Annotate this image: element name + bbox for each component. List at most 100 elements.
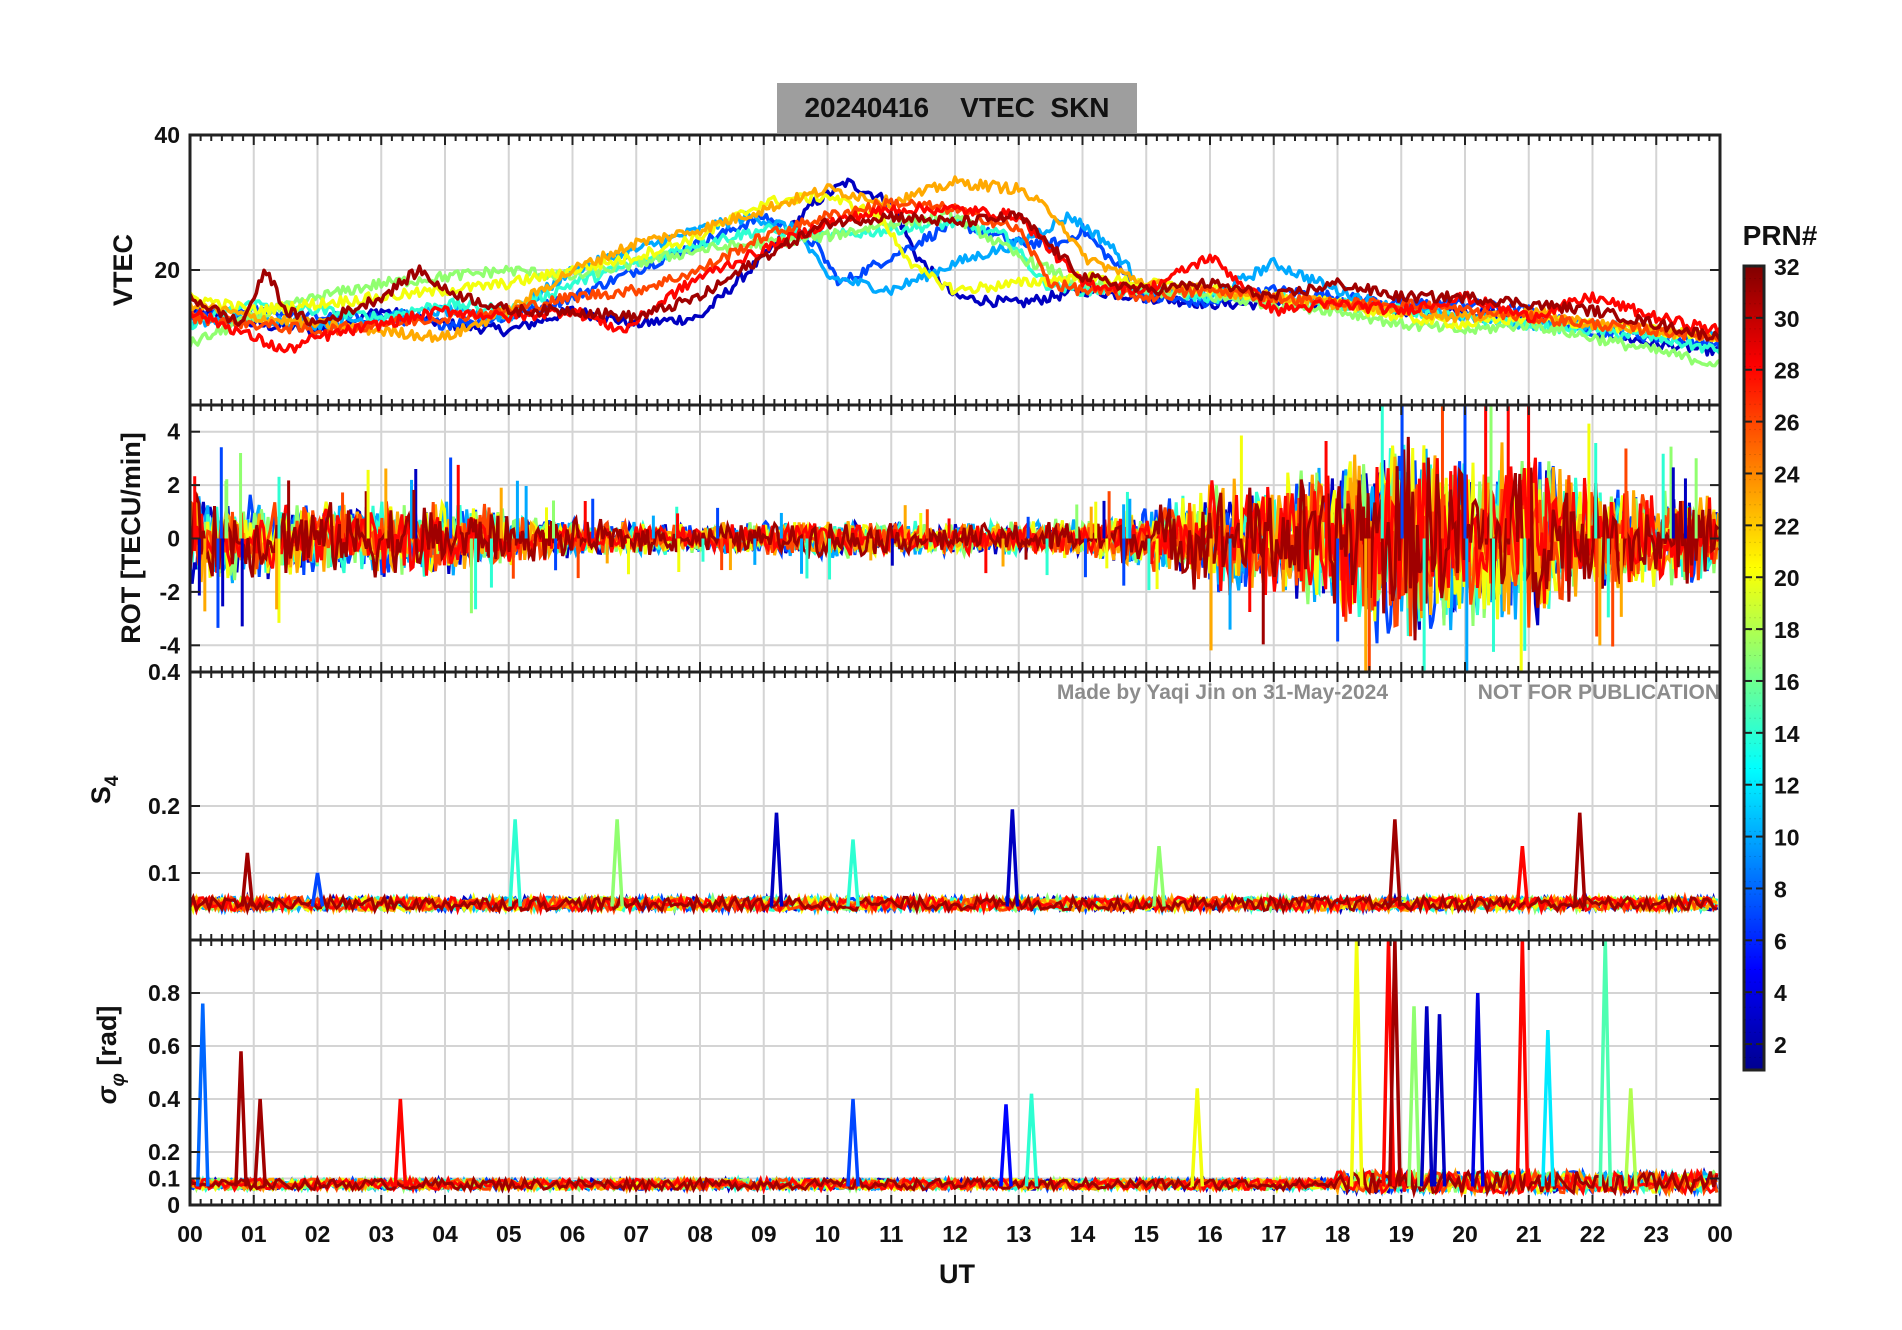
s4-spike-prn-14 bbox=[846, 839, 860, 907]
vtec-series-prn-17 bbox=[190, 209, 1720, 368]
vtec-series-prn-31 bbox=[190, 210, 1720, 342]
colorbar-label: PRN# bbox=[1743, 220, 1818, 251]
vtec-ytick-label: 40 bbox=[154, 122, 180, 148]
colorbar-tick-label: 22 bbox=[1774, 513, 1800, 539]
rot-panel: -4 -2 0 2 4 bbox=[160, 403, 1722, 674]
rot-ytick-label: 4 bbox=[167, 419, 180, 445]
sigma_phi-ytick-label: 0.6 bbox=[148, 1033, 180, 1059]
rot-ytick-label: 0 bbox=[167, 526, 180, 552]
x-tick-label: 14 bbox=[1070, 1221, 1096, 1247]
x-tick-label: 00 bbox=[1707, 1221, 1733, 1247]
colorbar-tick-label: 4 bbox=[1774, 980, 1787, 1006]
sigma-phi-panel: 00.10.2 0.4 0.6 0.8 bbox=[148, 938, 1722, 1218]
colorbar-tick-label: 26 bbox=[1774, 410, 1800, 436]
colorbar-tick-label: 32 bbox=[1774, 254, 1800, 280]
x-tick-label: 04 bbox=[432, 1221, 458, 1247]
rot-ytick-label: 2 bbox=[167, 472, 180, 498]
s4-spike-prn-3 bbox=[1005, 809, 1020, 907]
colorbar-tick-label: 12 bbox=[1774, 773, 1800, 799]
s4-spike-prn-31 bbox=[240, 852, 255, 907]
s4-spike-prn-3 bbox=[769, 812, 784, 907]
x-tick-label: 23 bbox=[1643, 1221, 1669, 1247]
x-tick-label: 10 bbox=[815, 1221, 841, 1247]
vtec-data bbox=[190, 175, 1720, 368]
s4-panel: 0.1 0.2 0.4 bbox=[148, 659, 1722, 942]
x-axis-label: UT bbox=[939, 1259, 975, 1289]
sigma_phi-spike-prn-12 bbox=[1541, 1030, 1555, 1187]
sigma_phi-spike-prn-20 bbox=[1349, 940, 1364, 1187]
sigma_phi-ytick-label: 0.1 bbox=[148, 1166, 180, 1192]
s4-spike-prn-31 bbox=[1388, 819, 1402, 907]
title-background bbox=[777, 83, 1137, 133]
x-tick-label: 01 bbox=[241, 1221, 267, 1247]
colorbar-tick-label: 28 bbox=[1774, 358, 1800, 384]
sigma_phi-spike-prn-28 bbox=[393, 1098, 408, 1187]
sigma_phi-grid bbox=[190, 940, 1720, 1205]
sigma_phi-spike-prn-31 bbox=[253, 1098, 267, 1187]
s4-series-prn-31 bbox=[190, 892, 1718, 916]
x-tick-label: 09 bbox=[751, 1221, 777, 1247]
s4-ytick-label: 0.2 bbox=[148, 793, 180, 819]
vtec-minor-ticks bbox=[189, 135, 1721, 405]
s4-spike-prn-17 bbox=[610, 819, 624, 907]
vtec-ylabel: VTEC bbox=[108, 234, 138, 306]
s4-data bbox=[190, 809, 1719, 917]
sigma_phi-spike-prn-17 bbox=[1407, 1006, 1421, 1187]
colorbar-tick-label: 6 bbox=[1774, 928, 1787, 954]
s4-spike-prn-14 bbox=[508, 819, 522, 907]
s4-spike-prn-28 bbox=[1515, 846, 1530, 907]
sigma_phi-series-prn-31 bbox=[190, 1167, 1719, 1199]
sigma_phi-spike-prn-8 bbox=[195, 1003, 210, 1187]
vtec-grid bbox=[190, 135, 1720, 405]
sigma_phi-spike-prn-5 bbox=[999, 1104, 1013, 1187]
title-box: 20240416 VTEC SKN bbox=[777, 83, 1137, 133]
chart-title: 20240416 VTEC SKN bbox=[804, 92, 1109, 123]
watermark-author: Made by Yaqi Jin on 31-May-2024 bbox=[1057, 681, 1388, 704]
sigma_phi-spike-prn-7 bbox=[846, 1098, 860, 1187]
rot-series-prn-31 bbox=[190, 436, 1720, 641]
colorbar-tick-label: 20 bbox=[1774, 565, 1800, 591]
x-axis-tick-labels: 00 01 02 03 04 05 06 07 08 09 10 11 12 13 14 15 16 17 18 19… bbox=[177, 1221, 1733, 1247]
x-tick-label: 02 bbox=[305, 1221, 331, 1247]
x-tick-label: 00 bbox=[177, 1221, 203, 1247]
colorbar-tick-label: 24 bbox=[1774, 461, 1800, 487]
x-tick-label: 18 bbox=[1325, 1221, 1351, 1247]
s4-grid bbox=[190, 672, 1720, 940]
x-tick-label: 08 bbox=[687, 1221, 713, 1247]
x-tick-label: 22 bbox=[1580, 1221, 1606, 1247]
sigma_phi-ytick-label: 0.8 bbox=[148, 980, 180, 1006]
sigma_phi-spike-prn-14 bbox=[1024, 1093, 1039, 1187]
x-tick-label: 06 bbox=[560, 1221, 586, 1247]
colorbar-tick-label: 10 bbox=[1774, 825, 1800, 851]
s4-spike-prn-17 bbox=[1152, 846, 1166, 907]
s4-ytick-label: 0.1 bbox=[148, 860, 180, 886]
sigma_phi-spike-prn-28 bbox=[1515, 940, 1530, 1187]
sigma_phi-ytick-label: 0 bbox=[167, 1192, 180, 1218]
sigma_phi-minor-ticks bbox=[189, 940, 1721, 1205]
x-tick-label: 07 bbox=[623, 1221, 649, 1247]
sigma_phi-spike-prn-20 bbox=[1190, 1088, 1205, 1187]
s4-spike-prn-7 bbox=[310, 872, 325, 907]
sigma_phi-ytick-label: 0.4 bbox=[148, 1086, 180, 1112]
colorbar-tick-label: 18 bbox=[1774, 617, 1800, 643]
sigma-ylabel: σφ [rad] bbox=[92, 1006, 129, 1105]
x-tick-label: 13 bbox=[1006, 1221, 1032, 1247]
s4-spike-prn-31 bbox=[1572, 812, 1587, 907]
vtec-series-prn-20 bbox=[190, 189, 1720, 342]
x-tick-label: 16 bbox=[1197, 1221, 1223, 1247]
x-tick-label: 05 bbox=[496, 1221, 522, 1247]
x-tick-label: 11 bbox=[879, 1221, 904, 1247]
vtec-ytick-label: 20 bbox=[154, 257, 180, 283]
x-tick-label: 21 bbox=[1516, 1221, 1542, 1247]
colorbar-tick-label: 16 bbox=[1774, 669, 1800, 695]
sigma_phi-spike-prn-15 bbox=[1598, 940, 1613, 1187]
s4-ytick-label: 0.4 bbox=[148, 659, 180, 685]
vtec-series-prn-23 bbox=[190, 175, 1720, 343]
x-tick-label: 17 bbox=[1261, 1221, 1287, 1247]
sigma-ylabel-text: σφ [rad] bbox=[92, 1006, 129, 1105]
sigma_phi-spike-prn-3 bbox=[1432, 1014, 1447, 1187]
colorbar-tick-label: 14 bbox=[1774, 721, 1800, 747]
